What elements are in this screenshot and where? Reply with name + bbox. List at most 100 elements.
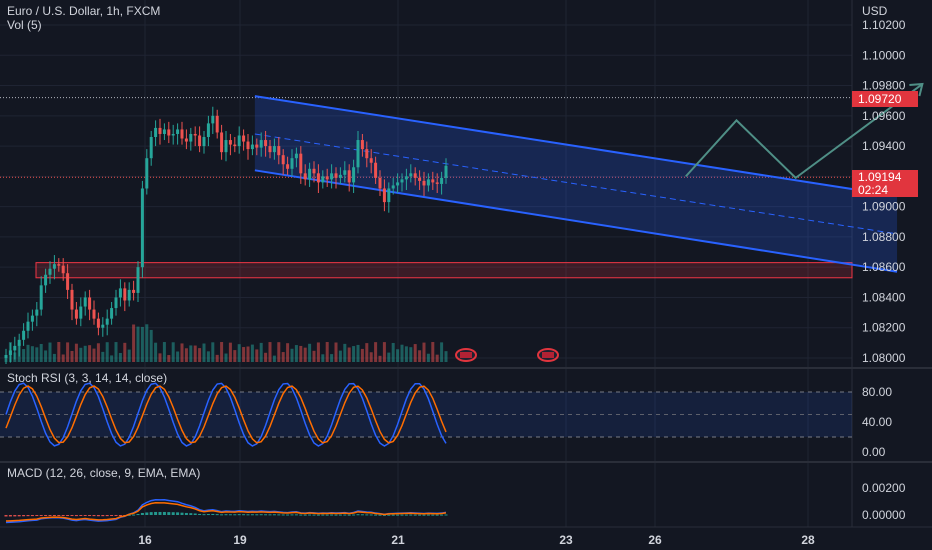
- candle: [184, 138, 188, 142]
- macd-histogram-bar: [308, 514, 312, 516]
- volume-bar: [308, 343, 312, 362]
- volume-bar: [426, 353, 430, 362]
- candle: [391, 185, 395, 189]
- candle: [215, 115, 219, 133]
- candle: [286, 164, 290, 169]
- candle: [404, 176, 408, 180]
- candle: [127, 289, 131, 301]
- candle: [426, 179, 430, 186]
- macd-histogram-bar: [215, 514, 219, 516]
- candle: [250, 144, 254, 150]
- macd-histogram-bar: [382, 514, 386, 516]
- volume-bar: [294, 345, 298, 362]
- volume-legend[interactable]: Vol (5): [7, 18, 42, 32]
- volume-bar: [360, 348, 364, 362]
- candle: [242, 135, 246, 142]
- volume-bar: [316, 342, 320, 362]
- volume-bar: [413, 344, 417, 362]
- candle: [444, 165, 448, 178]
- volume-bar: [409, 347, 413, 362]
- volume-bar: [158, 353, 162, 362]
- macd-histogram-bar: [264, 514, 268, 516]
- candle: [224, 140, 228, 153]
- macd-histogram-bar: [171, 512, 175, 515]
- macd-histogram-bar: [26, 515, 30, 517]
- volume-bar: [140, 326, 144, 362]
- volume-bar: [396, 349, 400, 362]
- projection-arrowhead: [909, 82, 924, 97]
- volume-bar: [136, 326, 140, 362]
- time-tick-label: 26: [648, 533, 662, 547]
- stoch-rsi-legend[interactable]: Stoch RSI (3, 3, 14, 14, close): [7, 371, 168, 385]
- macd-legend[interactable]: MACD (12, 26, close, 9, EMA, EMA): [7, 466, 201, 480]
- candle: [268, 146, 272, 153]
- macd-histogram-bar: [250, 514, 254, 516]
- price-tick-label: 1.08200: [862, 321, 906, 335]
- candle: [264, 140, 268, 147]
- candle: [35, 309, 39, 316]
- macd-histogram-bar: [387, 514, 391, 516]
- time-tick-label: 19: [233, 533, 247, 547]
- volume-bar: [312, 350, 316, 362]
- macd-histogram-bar: [224, 514, 228, 516]
- price-tick-label: 1.08000: [862, 351, 906, 365]
- candle: [79, 306, 83, 319]
- candle: [272, 146, 276, 153]
- macd-histogram-bar: [154, 511, 158, 515]
- volume-bar: [110, 355, 114, 362]
- us-flag-icon: [460, 352, 472, 358]
- volume-bar: [255, 349, 259, 362]
- macd-histogram-bar: [391, 514, 395, 516]
- volume-bar: [61, 354, 65, 362]
- volume-bar: [8, 342, 12, 362]
- symbol-title[interactable]: Euro / U.S. Dollar, 1h, FXCM: [7, 4, 161, 18]
- macd-histogram-bar: [57, 515, 61, 516]
- volume-bar: [206, 351, 210, 362]
- candle: [378, 177, 382, 189]
- macd-signal-line: [5, 502, 447, 522]
- macd-histogram-bar: [167, 512, 171, 515]
- macd-histogram-bar: [259, 514, 263, 516]
- volume-bar: [303, 347, 307, 362]
- stoch-k-line: [5, 382, 447, 447]
- volume-bar: [330, 354, 334, 362]
- macd-histogram-bar: [374, 514, 378, 516]
- macd-histogram-bar: [400, 514, 404, 516]
- macd-histogram-bar: [431, 514, 435, 516]
- macd-histogram-bar: [316, 514, 320, 516]
- macd-histogram-bar: [321, 514, 325, 516]
- time-tick-label: 16: [138, 533, 152, 547]
- channel-upper-line: [254, 95, 898, 198]
- candle: [316, 173, 320, 183]
- macd-histogram-bar: [118, 515, 122, 516]
- volume-bar: [400, 344, 404, 362]
- macd-histogram-bar: [30, 515, 34, 517]
- candle: [365, 149, 369, 159]
- volume-bar: [118, 352, 122, 362]
- time-tick-label: 23: [559, 533, 573, 547]
- macd-histogram-bar: [13, 515, 17, 517]
- volume-bar: [176, 351, 180, 362]
- macd-histogram-bar: [440, 514, 444, 516]
- candle: [162, 129, 166, 134]
- volume-bar: [198, 348, 202, 362]
- macd-histogram-bar: [101, 515, 105, 517]
- volume-bar: [369, 352, 373, 362]
- volume-bar: [171, 342, 175, 362]
- candle: [352, 167, 356, 183]
- macd-tick-label: 0.00000: [862, 508, 906, 522]
- price-tick-label: 1.09000: [862, 200, 906, 214]
- candle: [338, 174, 342, 178]
- macd-histogram-bar: [325, 514, 329, 516]
- candle: [167, 129, 171, 136]
- volume-bar: [325, 342, 329, 362]
- us-flag-icon: [542, 352, 554, 358]
- volume-bar: [343, 343, 347, 362]
- time-tick-label: 21: [391, 533, 405, 547]
- macd-histogram-bar: [127, 514, 131, 516]
- candle: [299, 153, 303, 174]
- channel-mid-line: [254, 133, 898, 235]
- volume-bar: [334, 342, 338, 362]
- candle: [237, 135, 241, 147]
